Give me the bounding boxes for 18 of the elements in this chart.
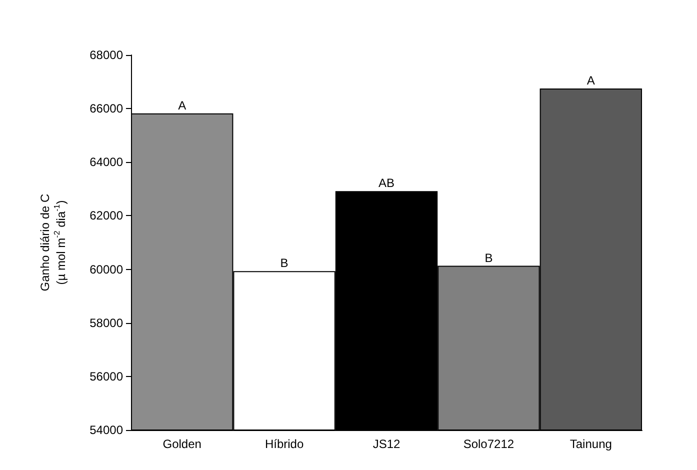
x-tick-label: Híbrido xyxy=(264,437,304,451)
data-label: AB xyxy=(378,176,395,190)
y-tick-label: 66000 xyxy=(90,102,124,116)
data-label: B xyxy=(484,250,493,265)
y-tick-label: 60000 xyxy=(90,262,124,276)
x-tick-label: Solo7212 xyxy=(463,437,514,451)
y-tick-label: 58000 xyxy=(90,316,124,330)
y-tick-label: 62000 xyxy=(90,208,124,223)
x-tick-label: Golden xyxy=(162,437,202,451)
y-tick-label: 68000 xyxy=(90,48,124,62)
y-tick-label: 54000 xyxy=(90,423,124,437)
data-label: B xyxy=(280,256,288,270)
data-label: A xyxy=(586,73,595,88)
y-tick-label: 64000 xyxy=(90,155,124,170)
x-tick-label: JS12 xyxy=(372,437,400,451)
x-tick-label: Tainung xyxy=(570,437,612,451)
y-tick-label: 56000 xyxy=(90,369,124,384)
data-label: A xyxy=(178,98,186,112)
